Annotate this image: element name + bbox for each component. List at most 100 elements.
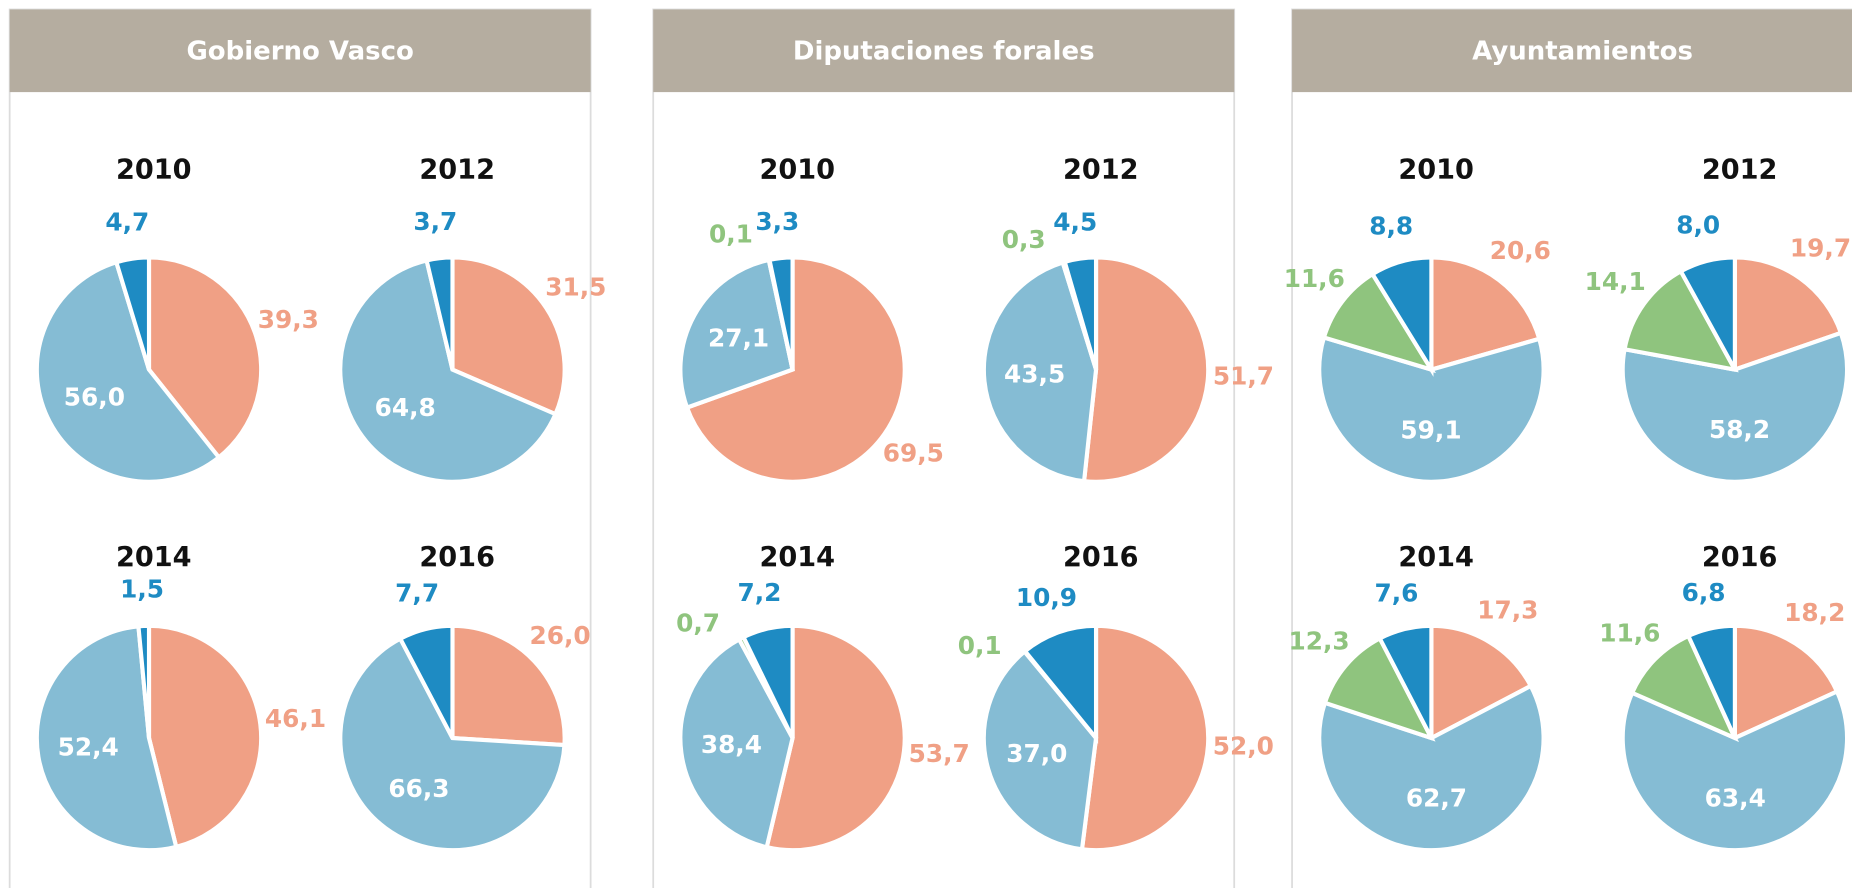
pie-title: 2014 [760,542,836,573]
pie-slice [767,255,795,371]
data-label: 7,2 [738,578,782,607]
pie-slice [338,635,567,853]
data-label: 0,1 [958,631,1002,660]
pie-slice [981,259,1099,484]
data-label: 7,7 [395,579,439,608]
pie-title: 2016 [1063,542,1139,573]
data-label: 0,3 [1002,225,1046,254]
data-label: 52,0 [1213,731,1274,760]
data-label: 39,3 [258,305,319,334]
pie-slice [1079,623,1211,853]
pie-slice [450,623,567,748]
pie-slice [34,624,179,853]
pie-title: 2014 [116,542,192,573]
pie-slice [136,623,152,739]
data-label: 58,2 [1709,415,1770,444]
panel-title: Ayuntamientos [1472,36,1693,66]
data-label: 66,3 [388,774,449,803]
pie-title: 2016 [419,542,495,573]
data-label: 6,8 [1682,578,1726,607]
pie-slice [1317,334,1546,484]
data-label: 53,7 [909,739,970,768]
data-label: 19,7 [1790,233,1851,262]
data-label: 20,6 [1490,236,1551,265]
panel-header [1292,9,1852,93]
pie-title: 2016 [1702,542,1778,573]
data-label: 0,1 [709,219,753,248]
pie-slice [1322,635,1436,742]
panel-title: Gobierno Vasco [186,36,413,66]
pie-slice [450,255,567,417]
panel-title: Diputaciones forales [793,36,1095,66]
panel-header [9,9,591,93]
pie-title: 2010 [116,155,192,186]
pie-slice [1022,623,1099,744]
pie-slice [1629,633,1740,743]
data-label: 43,5 [1004,360,1065,389]
data-label: 51,7 [1213,361,1274,390]
data-label: 7,6 [1375,579,1419,608]
data-label: 3,7 [413,207,457,236]
pie-slice [1321,271,1437,374]
data-label: 0,7 [676,609,720,638]
pie-slice [146,623,264,850]
pie-title: 2010 [760,155,836,186]
pie-slice [1317,683,1546,853]
pie-title: 2010 [1398,155,1474,186]
data-label: 1,5 [120,575,164,604]
pie-slice [1369,255,1434,377]
pie-slice [1622,268,1739,373]
data-label: 38,4 [701,730,762,759]
pie-slice [113,255,152,371]
data-label: 59,1 [1400,415,1461,444]
pie-slice [740,623,795,739]
pie-slice [338,257,559,484]
data-label: 8,8 [1369,212,1413,241]
pie-slice [1429,255,1542,373]
pie-slice [678,636,795,850]
pie-slice [684,255,907,484]
pie-slice [1685,623,1737,739]
data-label: 11,6 [1284,264,1345,293]
pie-slice [981,648,1099,852]
data-label: 56,0 [64,382,125,411]
data-label: 52,4 [58,732,119,761]
pie-slice [678,257,795,411]
data-label: 31,5 [545,273,606,302]
data-label: 69,5 [883,438,944,467]
pie-slice [1062,255,1099,371]
data-label: 8,0 [1676,211,1720,240]
data-label: 17,3 [1477,596,1538,625]
data-label: 63,4 [1705,784,1766,813]
data-label: 27,1 [708,324,769,353]
pie-slice [1377,623,1434,739]
data-label: 4,5 [1053,207,1097,236]
data-label: 11,6 [1599,618,1660,647]
data-label: 12,3 [1289,626,1350,655]
data-label: 4,7 [105,208,149,237]
data-label: 26,0 [530,621,591,650]
data-label: 14,1 [1585,267,1646,296]
data-label: 18,2 [1784,598,1845,627]
pie-title: 2012 [1702,155,1778,186]
data-label: 10,9 [1016,583,1077,612]
pie-slice [397,623,455,739]
data-label: 3,3 [755,207,799,236]
pie-slice [764,623,907,853]
data-label: 46,1 [265,704,326,733]
pie-title: 2014 [1398,542,1474,573]
pie-slice [1081,255,1211,484]
pie-slice [1732,623,1840,742]
data-label: 62,7 [1406,784,1467,813]
pie-title: 2012 [419,155,495,186]
data-label: 37,0 [1006,739,1067,768]
panel-header [653,9,1235,93]
pie-slice [1678,255,1737,371]
pie-slice [424,255,455,371]
data-label: 64,8 [375,393,436,422]
pie-slice [34,259,222,484]
pie-slice [1620,330,1850,484]
pie-title: 2012 [1063,155,1139,186]
